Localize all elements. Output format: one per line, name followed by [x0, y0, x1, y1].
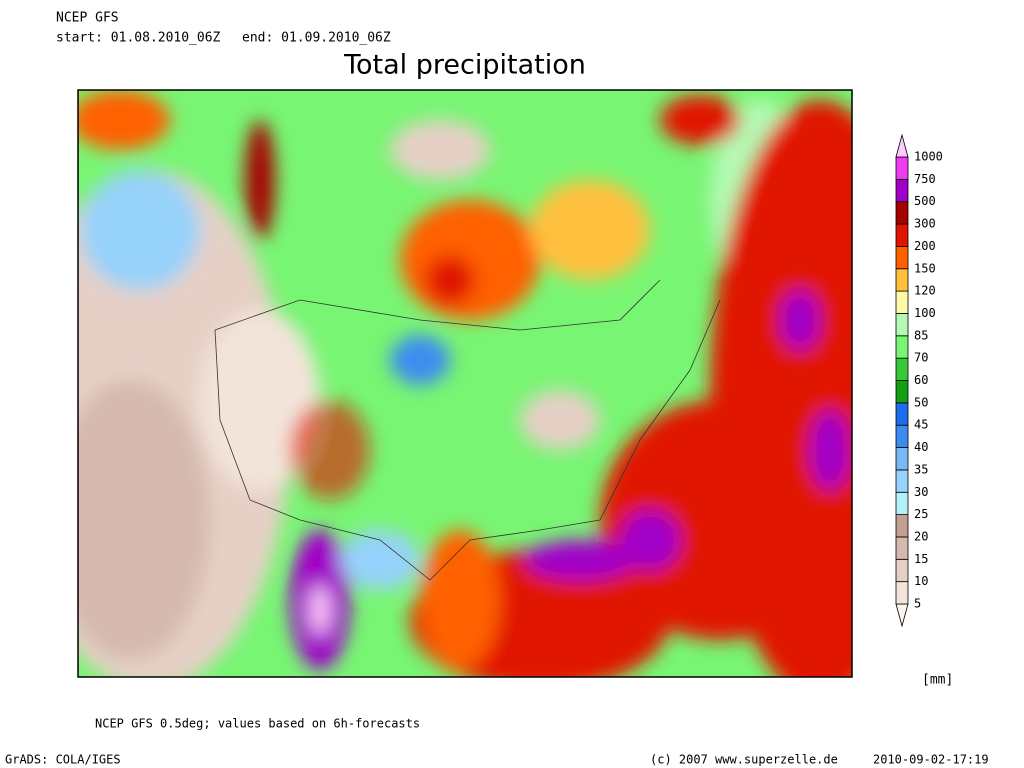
colorbar-swatch: [895, 335, 909, 359]
copyright: (c) 2007 www.superzelle.de: [650, 753, 838, 767]
colorbar-label: 35: [914, 462, 928, 476]
colorbar-swatch: [895, 156, 909, 180]
colorbar-label: 120: [914, 284, 936, 298]
start-time: start: 01.08.2010_06Z: [56, 31, 221, 46]
map-title: Total precipitation: [343, 50, 586, 81]
colorbar-swatch: [895, 447, 909, 471]
colorbar-label: 40: [914, 440, 928, 454]
colorbar-label: 15: [914, 552, 928, 566]
colorbar-swatch: [895, 581, 909, 605]
model-name: NCEP GFS: [56, 11, 119, 26]
colorbar-swatch: [895, 178, 909, 203]
colorbar-label: 300: [914, 217, 936, 231]
software-credit: GrADS: COLA/IGES: [5, 753, 121, 767]
colorbar-label: 70: [914, 351, 928, 365]
unit-label: [mm]: [922, 673, 953, 688]
end-time: end: 01.09.2010_06Z: [242, 31, 391, 46]
colorbar-swatch: [895, 491, 909, 516]
colorbar-label: 200: [914, 239, 936, 253]
colorbar-swatch: [895, 536, 909, 560]
colorbar-label: 750: [914, 172, 936, 186]
colorbar-high-triangle: [895, 133, 909, 158]
colorbar-label: 30: [914, 485, 928, 499]
colorbar-swatch: [895, 357, 909, 381]
colorbar-swatch: [895, 268, 909, 292]
colorbar-label: 60: [914, 373, 928, 387]
colorbar-swatch: [895, 558, 909, 583]
colorbar-label: 45: [914, 418, 928, 432]
colorbar-swatch: [895, 380, 909, 404]
colorbar-swatch: [895, 223, 909, 247]
colorbar-swatch: [895, 514, 909, 538]
colorbar-swatch: [895, 402, 909, 426]
colorbar-label: 10: [914, 574, 928, 588]
colorbar-swatch: [895, 201, 909, 225]
colorbar-label: 5: [914, 597, 921, 611]
colorbar-label: 150: [914, 261, 936, 275]
colorbar-label: 50: [914, 395, 928, 409]
colorbar-swatch: [895, 313, 909, 337]
colorbar-swatch: [895, 469, 909, 493]
colorbar-swatch: [895, 290, 909, 314]
footer-note: NCEP GFS 0.5deg; values based on 6h-fore…: [95, 717, 420, 731]
precip-field: [78, 90, 852, 677]
map-frame: [77, 89, 853, 678]
colorbar-label: 25: [914, 507, 928, 521]
colorbar-label: 500: [914, 194, 936, 208]
colorbar-label: 20: [914, 529, 928, 543]
colorbar-label: 1000: [914, 150, 943, 164]
colorbar-swatch: [895, 424, 909, 448]
colorbar-swatch: [895, 245, 909, 270]
timestamp: 2010-09-02-17:19: [873, 753, 989, 767]
colorbar: 5 10 15 20 25 30 35 40 45 50 60 70 85 100 120 150 200 300…: [895, 133, 943, 628]
colorbar-label: 100: [914, 306, 936, 320]
colorbar-low-triangle: [895, 603, 909, 628]
colorbar-label: 85: [914, 328, 928, 342]
